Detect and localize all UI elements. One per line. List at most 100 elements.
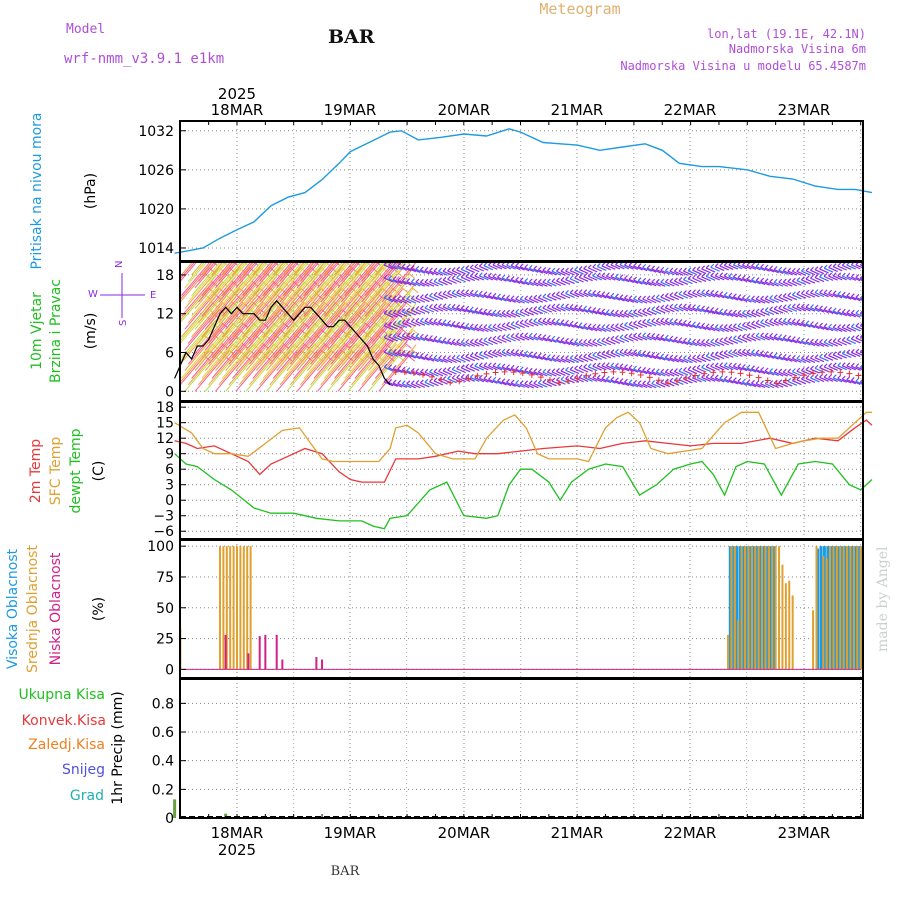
wind-arrow-head — [660, 304, 665, 309]
wind-arrow — [492, 326, 503, 332]
wind-arrow — [810, 277, 820, 283]
wind-arrow-head — [746, 295, 751, 300]
wind-barb-flag — [283, 240, 289, 245]
wind-arrow-head — [537, 266, 542, 271]
wind-barb — [279, 303, 315, 344]
wind-arrow-head — [805, 320, 810, 325]
wind-arrow-head — [560, 303, 565, 308]
legend-zaledj-kisa: Zaledj.Kisa — [28, 737, 105, 753]
wind-arrow — [470, 355, 480, 361]
wind-arrow — [737, 380, 748, 386]
wind-arrow-head — [841, 272, 846, 277]
wind-arrow-head — [578, 364, 583, 369]
wind-arrow — [755, 311, 766, 317]
wind-arrow-head — [465, 373, 470, 378]
wind-arrow-head — [778, 304, 783, 309]
wind-barb — [208, 262, 244, 303]
wind-arrow — [528, 383, 539, 389]
wind-arrow-head — [714, 351, 719, 356]
wind-arrow-head — [651, 265, 656, 270]
wind-arrow — [510, 298, 521, 304]
wind-arrow — [724, 352, 734, 358]
wind-arrow-head — [537, 305, 542, 310]
wind-barb-flag — [398, 355, 405, 362]
wind-arrow — [624, 297, 634, 303]
wind-barb — [279, 344, 315, 386]
wind-arrow — [560, 293, 571, 299]
wind-barb — [255, 262, 279, 289]
wind-arrow-head — [583, 322, 588, 327]
wind-arrow-head — [850, 293, 855, 298]
wind-barb — [184, 350, 220, 392]
wind-arrow — [742, 264, 752, 270]
wind-arrow-head — [619, 322, 624, 327]
wind-arrow-head — [832, 307, 837, 312]
wind-arrow — [442, 279, 453, 285]
wind-arrow-head — [823, 272, 828, 277]
gust-marker — [456, 378, 463, 385]
wind-arrow-head — [524, 318, 529, 323]
wind-arrow-head — [506, 333, 510, 338]
wind-arrow — [773, 371, 784, 377]
wind-barb-flag — [279, 246, 285, 251]
wind-arrow — [619, 297, 630, 303]
wind-barb — [368, 262, 392, 289]
wind-barb-flag — [402, 246, 408, 251]
wind-arrow-head — [460, 289, 465, 294]
wind-arrow — [547, 295, 557, 301]
wind-barb — [245, 330, 281, 371]
wind-arrow — [687, 357, 698, 363]
wind-arrow-head — [592, 338, 597, 343]
cloud-mid-bar — [822, 556, 825, 670]
wind-arrow-head — [828, 272, 833, 277]
wind-arrow — [841, 275, 852, 281]
wind-arrow — [556, 321, 566, 327]
wind-arrow-head — [433, 291, 438, 296]
wind-arrow-head — [805, 366, 810, 371]
wind-arrow-head — [728, 292, 733, 297]
wind-arrow — [488, 339, 498, 345]
wind-arrow-head — [742, 378, 746, 383]
wind-arrow — [479, 275, 489, 281]
wind-arrow — [637, 322, 648, 328]
wind-arrow — [606, 326, 616, 332]
wind-barb — [249, 282, 284, 324]
wind-arrow — [696, 341, 707, 347]
wind-arrow — [714, 326, 725, 332]
wind-arrow — [556, 294, 566, 300]
wind-arrow — [547, 320, 557, 326]
wind-arrow — [719, 294, 729, 300]
wind-arrow — [728, 264, 739, 270]
wind-arrow — [823, 341, 834, 347]
wind-arrow — [397, 335, 407, 341]
wind-arrow — [510, 382, 521, 388]
cloud-low-bar — [258, 636, 261, 670]
wind-arrow — [783, 356, 793, 362]
wind-arrow-head — [837, 290, 842, 295]
wind-arrow — [451, 278, 462, 284]
wind-arrow — [656, 269, 666, 275]
wind-barb — [364, 262, 377, 276]
wind-arrow-head — [406, 307, 411, 312]
gust-marker — [510, 369, 517, 376]
wind-arrow-head — [737, 348, 742, 353]
wind-arrow-head — [519, 349, 524, 354]
wind-arrow — [796, 357, 807, 364]
wind-arrow-head — [397, 262, 402, 267]
wind-barb — [289, 303, 325, 344]
wind-barb — [259, 262, 277, 282]
wind-arrow-head — [710, 362, 715, 367]
cloud-mid-bar — [747, 546, 750, 670]
wind-arrow — [851, 351, 861, 357]
wind-arrow-head — [692, 354, 696, 359]
wind-arrow — [460, 268, 471, 274]
wind-arrow — [392, 298, 403, 304]
wind-arrow — [737, 277, 748, 283]
wind-arrow — [787, 295, 798, 301]
model-label: Model — [66, 22, 105, 37]
wind-barb — [198, 344, 233, 386]
wind-arrow — [574, 307, 584, 313]
wind-arrow-head — [828, 338, 833, 343]
wind-arrow-head — [782, 293, 787, 297]
wind-arrow — [551, 280, 562, 287]
